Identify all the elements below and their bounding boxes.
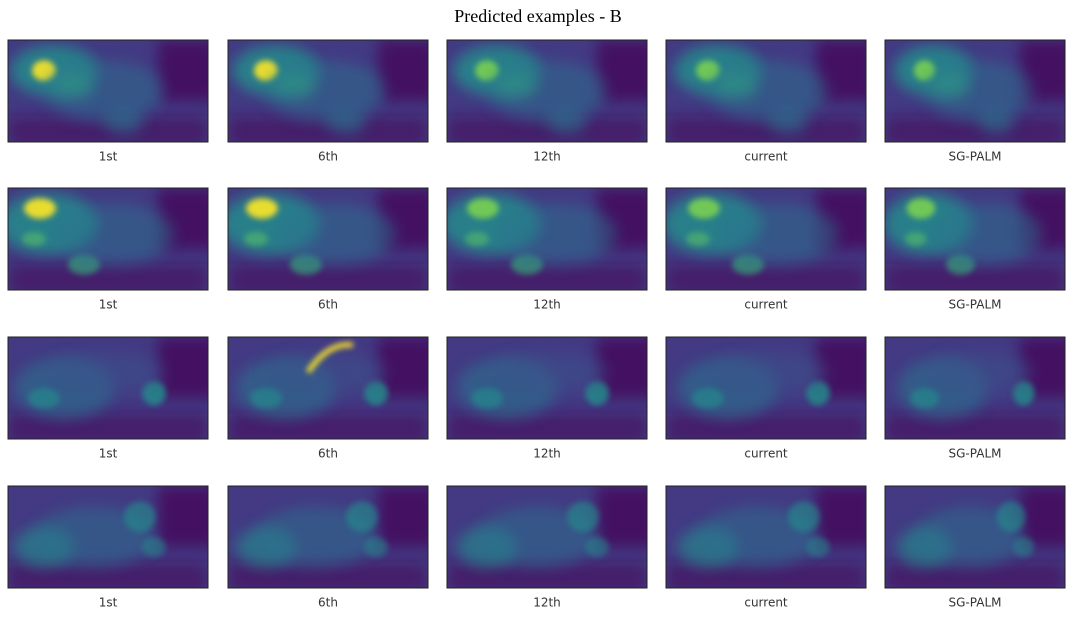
panel-label: SG-PALM — [949, 298, 1002, 312]
image-panel — [447, 337, 657, 444]
panel-label: 12th — [533, 596, 561, 610]
image-panel — [666, 337, 876, 444]
image-panel — [8, 337, 218, 444]
panel-label: current — [744, 447, 788, 461]
image-panel — [441, 188, 657, 295]
figure: Predicted examples - B 1st 6th 12th current… — [0, 0, 1076, 613]
panel-label: SG-PALM — [949, 447, 1002, 461]
panel-label: 1st — [99, 447, 118, 461]
panel-label: 1st — [99, 298, 118, 312]
panel-label: 6th — [318, 298, 338, 312]
image-panel — [8, 486, 218, 593]
image-panel — [885, 486, 1074, 593]
image-panel — [228, 337, 438, 444]
image-panel — [228, 486, 438, 593]
panel-label: 12th — [533, 150, 561, 164]
image-panel — [228, 40, 438, 147]
panel-label: current — [744, 150, 788, 164]
panel-label: 6th — [318, 150, 338, 164]
panel-label: current — [744, 298, 788, 312]
image-panel — [885, 337, 1074, 444]
image-panel — [666, 486, 876, 593]
image-panel — [666, 40, 876, 147]
panel-label: 6th — [318, 447, 338, 461]
image-panel — [885, 40, 1074, 147]
image-panel — [0, 188, 218, 295]
image-panel — [447, 40, 657, 147]
panel-label: 12th — [533, 447, 561, 461]
image-panel — [662, 188, 876, 295]
image-panel — [447, 486, 657, 593]
panel-label: 1st — [99, 596, 118, 610]
image-panel — [883, 188, 1074, 295]
figure-title: Predicted examples - B — [454, 6, 621, 26]
image-panel — [8, 40, 218, 147]
panel-label: current — [744, 596, 788, 610]
panel-label: SG-PALM — [949, 150, 1002, 164]
panel-label: 12th — [533, 298, 561, 312]
image-panel — [220, 188, 438, 295]
panel-label: 6th — [318, 596, 338, 610]
panel-label: SG-PALM — [949, 596, 1002, 610]
panel-label: 1st — [99, 150, 118, 164]
